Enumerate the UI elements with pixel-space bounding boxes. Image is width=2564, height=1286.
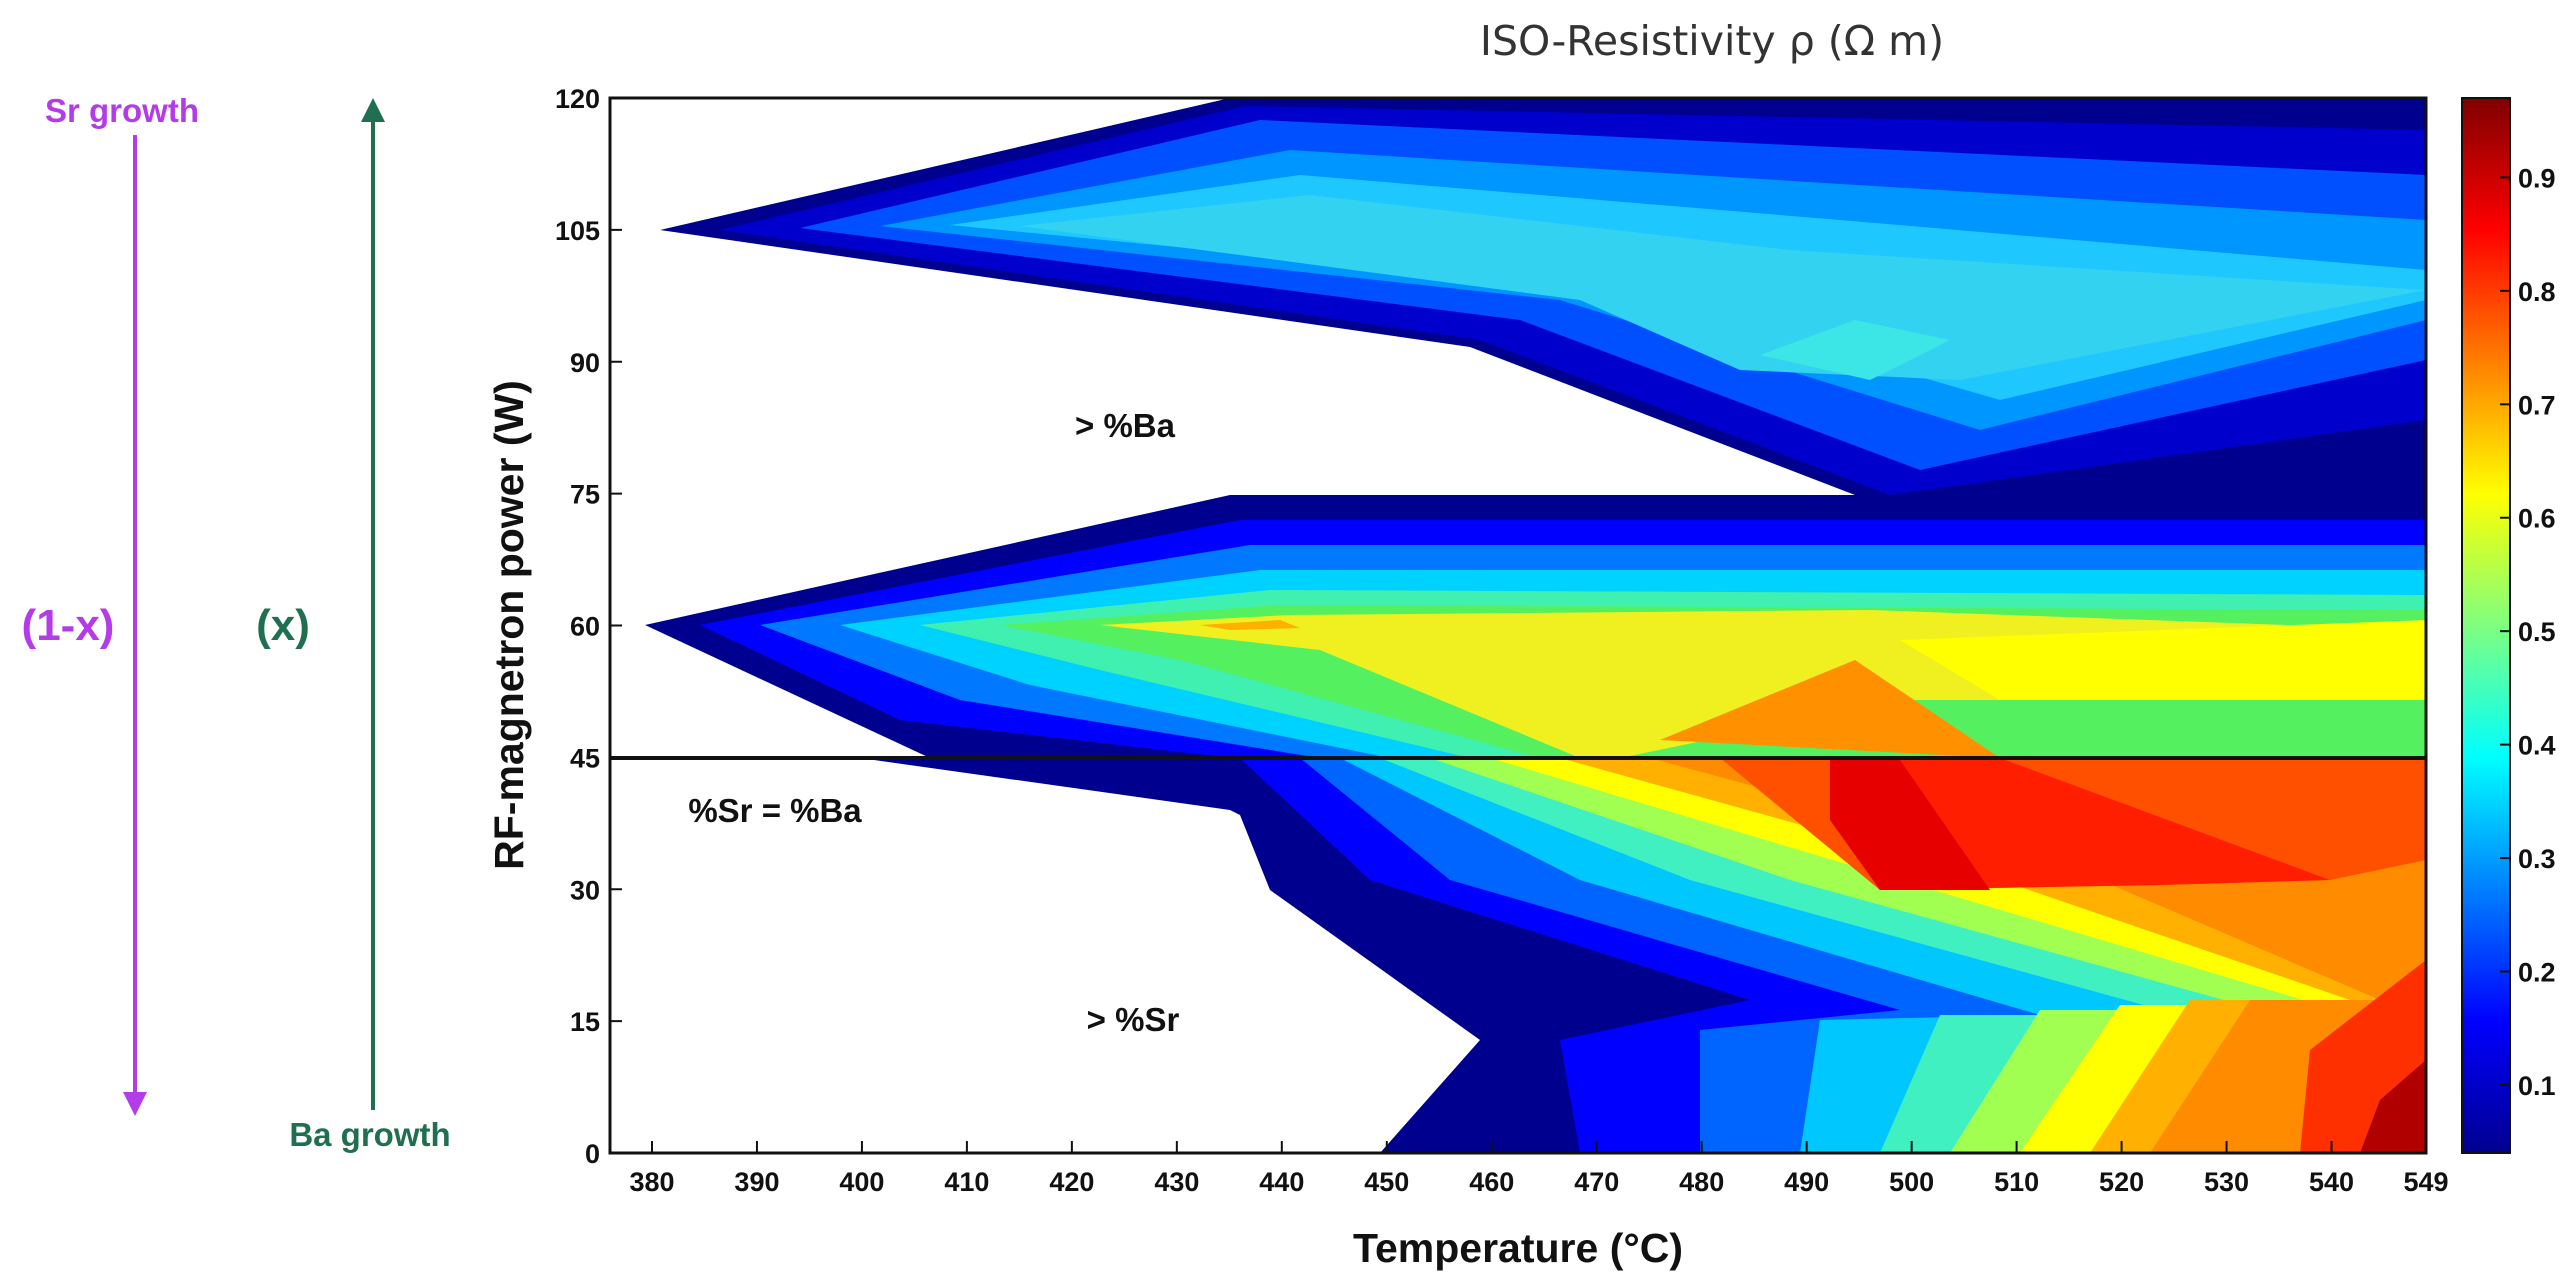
colorbar-tick-label: 0.8 — [2518, 277, 2556, 307]
x-tick-label: 430 — [1154, 1167, 1199, 1197]
sr-growth-indicator: Sr growth (1-x) — [22, 92, 199, 1116]
y-tick-label: 30 — [570, 875, 600, 905]
ba-growth-label: Ba growth — [289, 1116, 450, 1153]
x-tick-label: 510 — [1994, 1167, 2039, 1197]
x-tick-label: 530 — [2204, 1167, 2249, 1197]
colorbar-tick-label: 0.3 — [2518, 844, 2556, 874]
bottom-right-corner — [2360, 1060, 2426, 1153]
contour-plot — [610, 98, 2426, 1153]
y-tick-label: 60 — [570, 612, 600, 642]
x-tick-label: 540 — [2309, 1167, 2354, 1197]
x-tick-label: 400 — [839, 1167, 884, 1197]
sr-growth-arrowhead — [123, 1092, 147, 1116]
x-tick-label: 549 — [2403, 1167, 2448, 1197]
annotation-equal: %Sr = %Ba — [688, 792, 862, 829]
x-tick-label: 450 — [1364, 1167, 1409, 1197]
y-tick-label: 105 — [555, 216, 600, 246]
ba-growth-arrowhead — [361, 98, 385, 122]
colorbar-ticks: 0.1 0.2 0.3 0.4 0.5 0.6 0.7 0.8 0.9 — [2500, 163, 2556, 1101]
x-tick-label: 460 — [1469, 1167, 1514, 1197]
colorbar-tick-label: 0.6 — [2518, 504, 2556, 534]
sr-growth-label: Sr growth — [45, 92, 199, 129]
x-label: (x) — [256, 601, 310, 650]
ba-growth-indicator: Ba growth (x) — [256, 98, 451, 1153]
colorbar-tick-label: 0.9 — [2518, 163, 2556, 193]
x-tick-label: 490 — [1784, 1167, 1829, 1197]
y-tick-label: 90 — [570, 348, 600, 378]
colorbar-fill — [2461, 97, 2511, 1154]
x-tick-label: 500 — [1889, 1167, 1934, 1197]
y-tick-label: 75 — [570, 480, 600, 510]
y-tick-label: 120 — [555, 84, 600, 114]
y-tick-label: 45 — [570, 743, 600, 773]
y-tick-label: 15 — [570, 1007, 600, 1037]
x-tick-label: 480 — [1679, 1167, 1724, 1197]
upper-band-core — [1020, 195, 2426, 380]
chart-title: ISO-Resistivity ρ (Ω m) — [1480, 17, 1944, 65]
x-axis-label: Temperature (°C) — [1353, 1225, 1683, 1271]
upper-contour-band — [660, 98, 2426, 495]
annotation-more-ba: > %Ba — [1075, 407, 1176, 444]
x-tick-label: 390 — [734, 1167, 779, 1197]
colorbar-tick-label: 0.1 — [2518, 1071, 2556, 1101]
x-tick-label: 380 — [629, 1167, 674, 1197]
x-tick-label: 520 — [2099, 1167, 2144, 1197]
colorbar-tick-label: 0.5 — [2518, 617, 2556, 647]
one-minus-x-label: (1-x) — [22, 601, 115, 650]
x-tick-label: 440 — [1259, 1167, 1304, 1197]
y-axis-label: RF-magnetron power (W) — [486, 380, 532, 870]
x-tick-label: 410 — [944, 1167, 989, 1197]
colorbar-tick-label: 0.7 — [2518, 390, 2556, 420]
middle-contour-band — [645, 495, 2426, 800]
annotation-more-sr: > %Sr — [1087, 1001, 1180, 1038]
x-tick-label: 420 — [1049, 1167, 1094, 1197]
colorbar: 0.1 0.2 0.3 0.4 0.5 0.6 0.7 0.8 0.9 — [2461, 97, 2556, 1154]
y-axis: 0 15 30 45 60 75 90 105 120 — [555, 84, 622, 1169]
x-axis: 380 390 400 410 420 430 440 450 460 470 480 490 500 5… — [629, 1141, 2449, 1197]
y-tick-label: 0 — [585, 1139, 600, 1169]
x-tick-label: 470 — [1574, 1167, 1619, 1197]
colorbar-tick-label: 0.2 — [2518, 957, 2556, 987]
colorbar-tick-label: 0.4 — [2518, 731, 2556, 761]
lower-contour-band — [860, 758, 2426, 1153]
